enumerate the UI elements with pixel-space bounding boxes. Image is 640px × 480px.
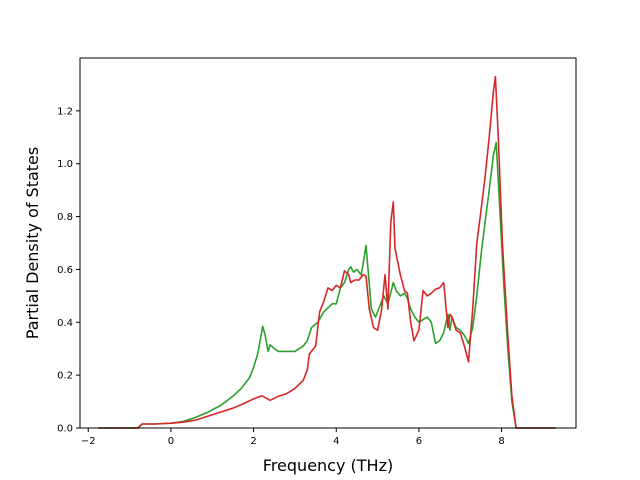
y-tick-label: 1.0 <box>57 159 73 170</box>
y-tick-label: 0.4 <box>57 318 73 329</box>
x-tick-label: 8 <box>498 436 504 447</box>
y-axis-label: Partial Density of States <box>23 147 42 339</box>
plot-frame <box>79 57 577 429</box>
series-line-1 <box>97 141 557 429</box>
y-tick-label: 0.2 <box>57 371 73 382</box>
series-line-2 <box>97 75 557 429</box>
y-tick-label: 1.2 <box>57 106 73 117</box>
x-axis-ticks: −2 0 2 4 6 8 <box>81 428 505 447</box>
x-axis-label: Frequency (THz) <box>263 456 393 475</box>
series-layer <box>97 75 557 429</box>
x-tick-label: 2 <box>250 436 256 447</box>
x-tick-label: 6 <box>416 436 422 447</box>
y-axis-ticks: 0.0 0.2 0.4 0.6 0.8 1.0 1.2 <box>57 106 80 435</box>
x-tick-label: 4 <box>333 436 339 447</box>
plot-area <box>80 58 576 428</box>
x-tick-label: −2 <box>81 436 96 447</box>
y-tick-label: 0.8 <box>57 212 73 223</box>
y-tick-label: 0.6 <box>57 265 73 276</box>
y-tick-label: 0.0 <box>57 424 73 435</box>
x-tick-label: 0 <box>168 436 174 447</box>
